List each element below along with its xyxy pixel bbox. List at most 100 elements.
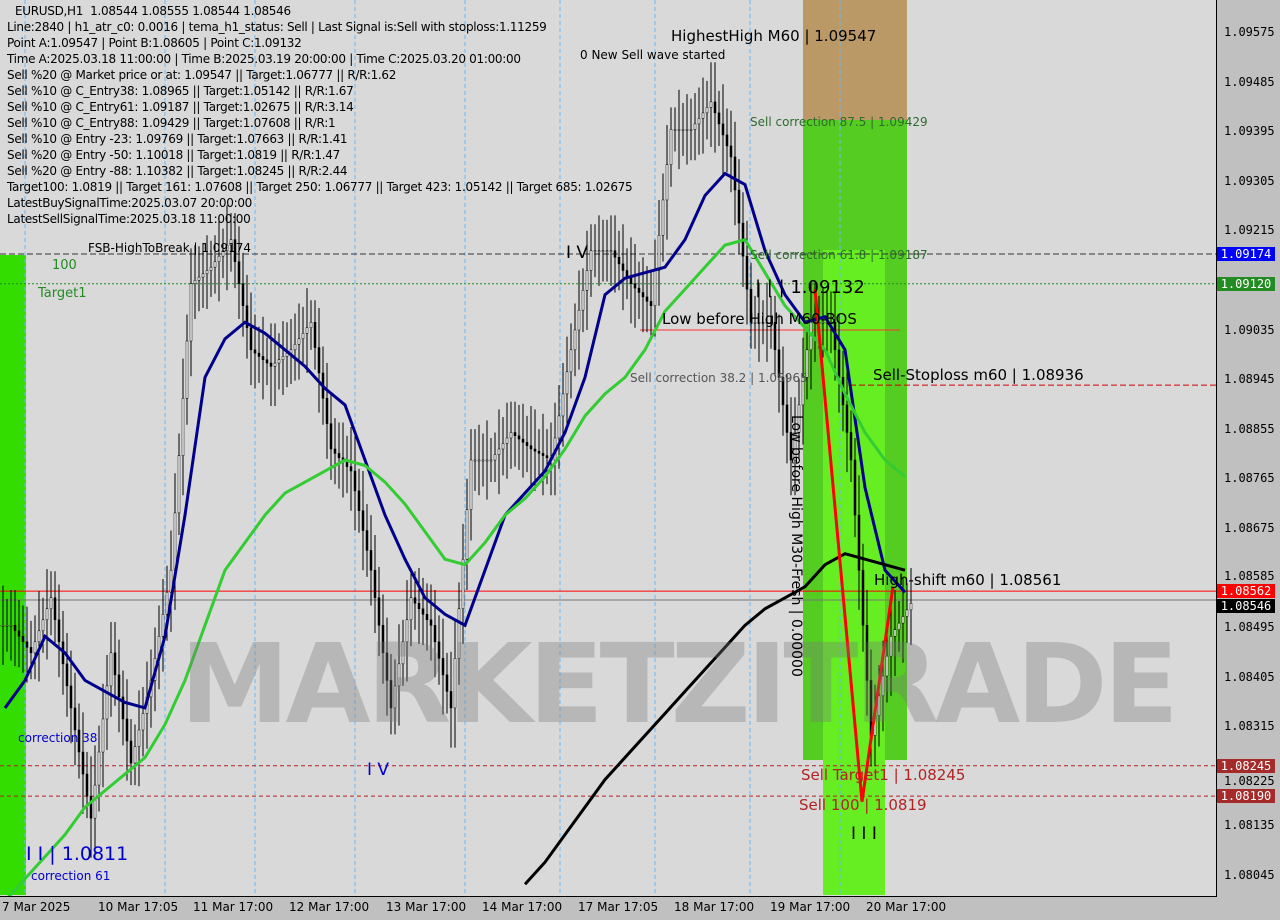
candle-body bbox=[137, 729, 141, 747]
info-line: LatestBuySignalTime:2025.03.07 20:00:00 bbox=[7, 196, 253, 210]
candle-body bbox=[393, 685, 397, 709]
candle-body bbox=[385, 652, 389, 681]
y-tick-label: 1.08495 bbox=[1224, 620, 1275, 635]
candle-body bbox=[317, 347, 321, 374]
candle-body bbox=[73, 707, 77, 731]
candle-body bbox=[525, 442, 529, 446]
candle-body bbox=[645, 296, 649, 302]
info-panel: EURUSD,H1 1.08544 1.08555 1.08544 1.0854… bbox=[7, 3, 633, 227]
candle-body bbox=[41, 619, 45, 632]
candle-body bbox=[773, 322, 777, 351]
candle-body bbox=[885, 655, 889, 677]
info-line: EURUSD,H1 1.08544 1.08555 1.08544 1.0854… bbox=[15, 4, 291, 18]
candle-body bbox=[653, 270, 657, 306]
candle-body bbox=[533, 448, 537, 452]
chart-plot-area[interactable] bbox=[0, 0, 1217, 897]
x-tick-label: 18 Mar 17:00 bbox=[674, 900, 755, 914]
candle-body bbox=[501, 443, 505, 450]
candle-body bbox=[693, 123, 697, 130]
candle-body bbox=[469, 459, 473, 510]
candle-body bbox=[457, 608, 461, 659]
x-tick-label: 19 Mar 17:00 bbox=[770, 900, 851, 914]
candle-body bbox=[329, 423, 333, 450]
black-ma-line bbox=[523, 552, 906, 886]
candle-body bbox=[481, 459, 485, 462]
candle-body bbox=[377, 597, 381, 626]
candle-body bbox=[637, 287, 641, 293]
candle-body bbox=[477, 459, 481, 462]
candle-body bbox=[141, 713, 145, 731]
candle-body bbox=[613, 250, 617, 258]
candle-body bbox=[337, 453, 341, 459]
candle-body bbox=[701, 112, 705, 119]
candle-body bbox=[877, 695, 881, 716]
candle-body bbox=[421, 608, 425, 615]
candle-body bbox=[621, 263, 625, 271]
candle-body bbox=[849, 432, 853, 461]
candle-body bbox=[821, 322, 825, 324]
x-tick-label: 13 Mar 17:00 bbox=[386, 900, 467, 914]
candle-body bbox=[529, 445, 533, 450]
y-tick-label: 1.09305 bbox=[1224, 173, 1275, 188]
candle-body bbox=[401, 641, 405, 665]
wave-ii-label: I I | 1.0811 bbox=[26, 843, 129, 865]
candle-body bbox=[709, 101, 713, 108]
candle-body bbox=[465, 509, 469, 560]
info-line: Point A:1.09547 | Point B:1.08605 | Poin… bbox=[7, 36, 302, 50]
candle-body bbox=[573, 329, 577, 351]
candle-body bbox=[129, 740, 133, 764]
candle-body bbox=[901, 616, 905, 624]
candle-body bbox=[425, 614, 429, 621]
candle-body bbox=[801, 377, 805, 406]
candle-body bbox=[185, 340, 189, 399]
candle-body bbox=[273, 362, 277, 367]
low-before-high-label: Low before High M60-BOS bbox=[662, 310, 857, 328]
candle-body bbox=[897, 622, 901, 630]
candle-body bbox=[389, 680, 393, 709]
candle-body bbox=[81, 751, 85, 775]
candle-body bbox=[265, 359, 269, 364]
correction-38-label: correction 38 bbox=[18, 731, 98, 745]
price-tag: 1.09174 bbox=[1217, 246, 1275, 261]
price-tag: 1.08190 bbox=[1217, 789, 1275, 804]
y-tick-label: 1.08945 bbox=[1224, 372, 1275, 387]
candle-body bbox=[257, 352, 261, 357]
x-tick-label: 12 Mar 17:00 bbox=[289, 900, 370, 914]
info-line: Target100: 1.0819 || Target 161: 1.07608… bbox=[7, 180, 633, 194]
candle-body bbox=[565, 371, 569, 395]
x-tick-label: 17 Mar 17:05 bbox=[578, 900, 659, 914]
candle-body bbox=[449, 691, 453, 709]
candle-body bbox=[69, 685, 73, 709]
candle-body bbox=[813, 322, 817, 324]
wave-i-label: I V bbox=[566, 243, 589, 263]
candle-body bbox=[785, 404, 789, 433]
info-line: Sell %10 @ Entry -23: 1.09769 || Target:… bbox=[7, 132, 348, 146]
candle-body bbox=[237, 261, 241, 284]
candle-body bbox=[489, 459, 493, 462]
y-tick-label: 1.08405 bbox=[1224, 669, 1275, 684]
candle-body bbox=[25, 641, 29, 648]
candle-body bbox=[905, 609, 909, 617]
sell-zone-inner bbox=[823, 250, 885, 895]
y-tick-label: 1.08675 bbox=[1224, 520, 1275, 535]
candle-body bbox=[609, 250, 613, 252]
candle-body bbox=[889, 636, 893, 657]
candle-body bbox=[633, 283, 637, 289]
y-tick-label: 1.09035 bbox=[1224, 322, 1275, 337]
candle-body bbox=[97, 751, 101, 786]
candle-body bbox=[729, 145, 733, 158]
y-tick-label: 1.09485 bbox=[1224, 74, 1275, 89]
candle-body bbox=[77, 729, 81, 753]
candle-body bbox=[313, 322, 317, 348]
candle-body bbox=[365, 530, 369, 551]
x-tick-label: 20 Mar 17:00 bbox=[866, 900, 947, 914]
candle-body bbox=[225, 244, 229, 251]
wave-iii-label: I I I bbox=[851, 824, 877, 844]
info-line: Sell %20 @ Entry -50: 1.10018 || Target:… bbox=[7, 148, 340, 162]
candle-body bbox=[669, 129, 673, 165]
candle-body bbox=[109, 652, 113, 687]
info-line: Line:2840 | h1_atr_c0: 0.0016 | tema_h1_… bbox=[7, 20, 547, 34]
candle-body bbox=[605, 250, 609, 252]
candle-body bbox=[89, 795, 93, 819]
candle-body bbox=[349, 466, 353, 472]
